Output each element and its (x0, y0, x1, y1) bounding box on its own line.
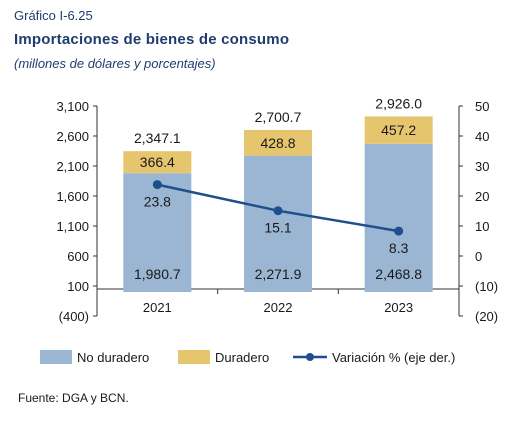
y-right-tick-label: 0 (475, 249, 482, 264)
y-left-tick-label: 1,100 (56, 219, 89, 234)
y-left-tick-label: 2,600 (56, 129, 89, 144)
y-right-tick-label: (10) (475, 279, 498, 294)
source-note: Fuente: DGA y BCN. (18, 391, 129, 405)
chart-subtitle: (millones de dólares y porcentajes) (14, 56, 216, 71)
bar-duradero (364, 116, 433, 144)
line-point-variacion (394, 226, 404, 236)
y-left-tick-label: 100 (67, 279, 89, 294)
y-left-tick-label: 3,100 (56, 99, 89, 114)
data-label-no-duradero: 2,271.9 (255, 266, 302, 282)
bar-no-duradero (123, 173, 192, 292)
x-tick-label: 2021 (143, 300, 172, 315)
y-left-tick-label: 1,600 (56, 189, 89, 204)
y-left-tick-label: 2,100 (56, 159, 89, 174)
data-label-total: 2,926.0 (375, 95, 422, 111)
chart-title: Importaciones de bienes de consumo (14, 31, 290, 48)
data-label-no-duradero: 2,468.8 (375, 266, 422, 282)
data-label-total: 2,700.7 (255, 109, 302, 125)
bar-no-duradero (364, 143, 433, 292)
data-label-duradero: 457.2 (381, 122, 416, 138)
bar-duradero (244, 129, 312, 156)
data-label-duradero: 428.8 (260, 135, 295, 151)
y-right-tick-label: 30 (475, 159, 489, 174)
y-left-tick-label: 600 (67, 249, 89, 264)
x-tick-label: 2022 (264, 300, 293, 315)
y-right-tick-label: 20 (475, 189, 489, 204)
y-right-tick-label: 50 (475, 99, 489, 114)
chart-label: Gráfico I-6.25 (14, 8, 93, 23)
legend-swatch-no-duradero (40, 350, 72, 364)
y-right-tick-label: 40 (475, 129, 489, 144)
x-tick-label: 2023 (384, 300, 413, 315)
legend-label-variacion: Variación % (eje der.) (332, 350, 455, 365)
y-right-tick-label: 10 (475, 219, 489, 234)
data-label-variacion: 15.1 (264, 220, 291, 236)
line-point-variacion (273, 206, 283, 216)
bar-duradero (123, 151, 192, 174)
bar-no-duradero (244, 155, 312, 292)
legend-label-duradero: Duradero (215, 350, 269, 365)
data-label-variacion: 23.8 (144, 194, 171, 210)
line-point-variacion (152, 180, 162, 190)
data-label-total: 2,347.1 (134, 130, 181, 146)
y-right-tick-label: (20) (475, 309, 498, 324)
y-left-tick-label: (400) (59, 309, 89, 324)
legend-marker-variacion (306, 353, 314, 361)
data-label-no-duradero: 1,980.7 (134, 266, 181, 282)
data-label-variacion: 8.3 (389, 240, 409, 256)
data-label-duradero: 366.4 (140, 154, 175, 170)
legend-swatch-duradero (178, 350, 210, 364)
legend-label-no-duradero: No duradero (77, 350, 149, 365)
